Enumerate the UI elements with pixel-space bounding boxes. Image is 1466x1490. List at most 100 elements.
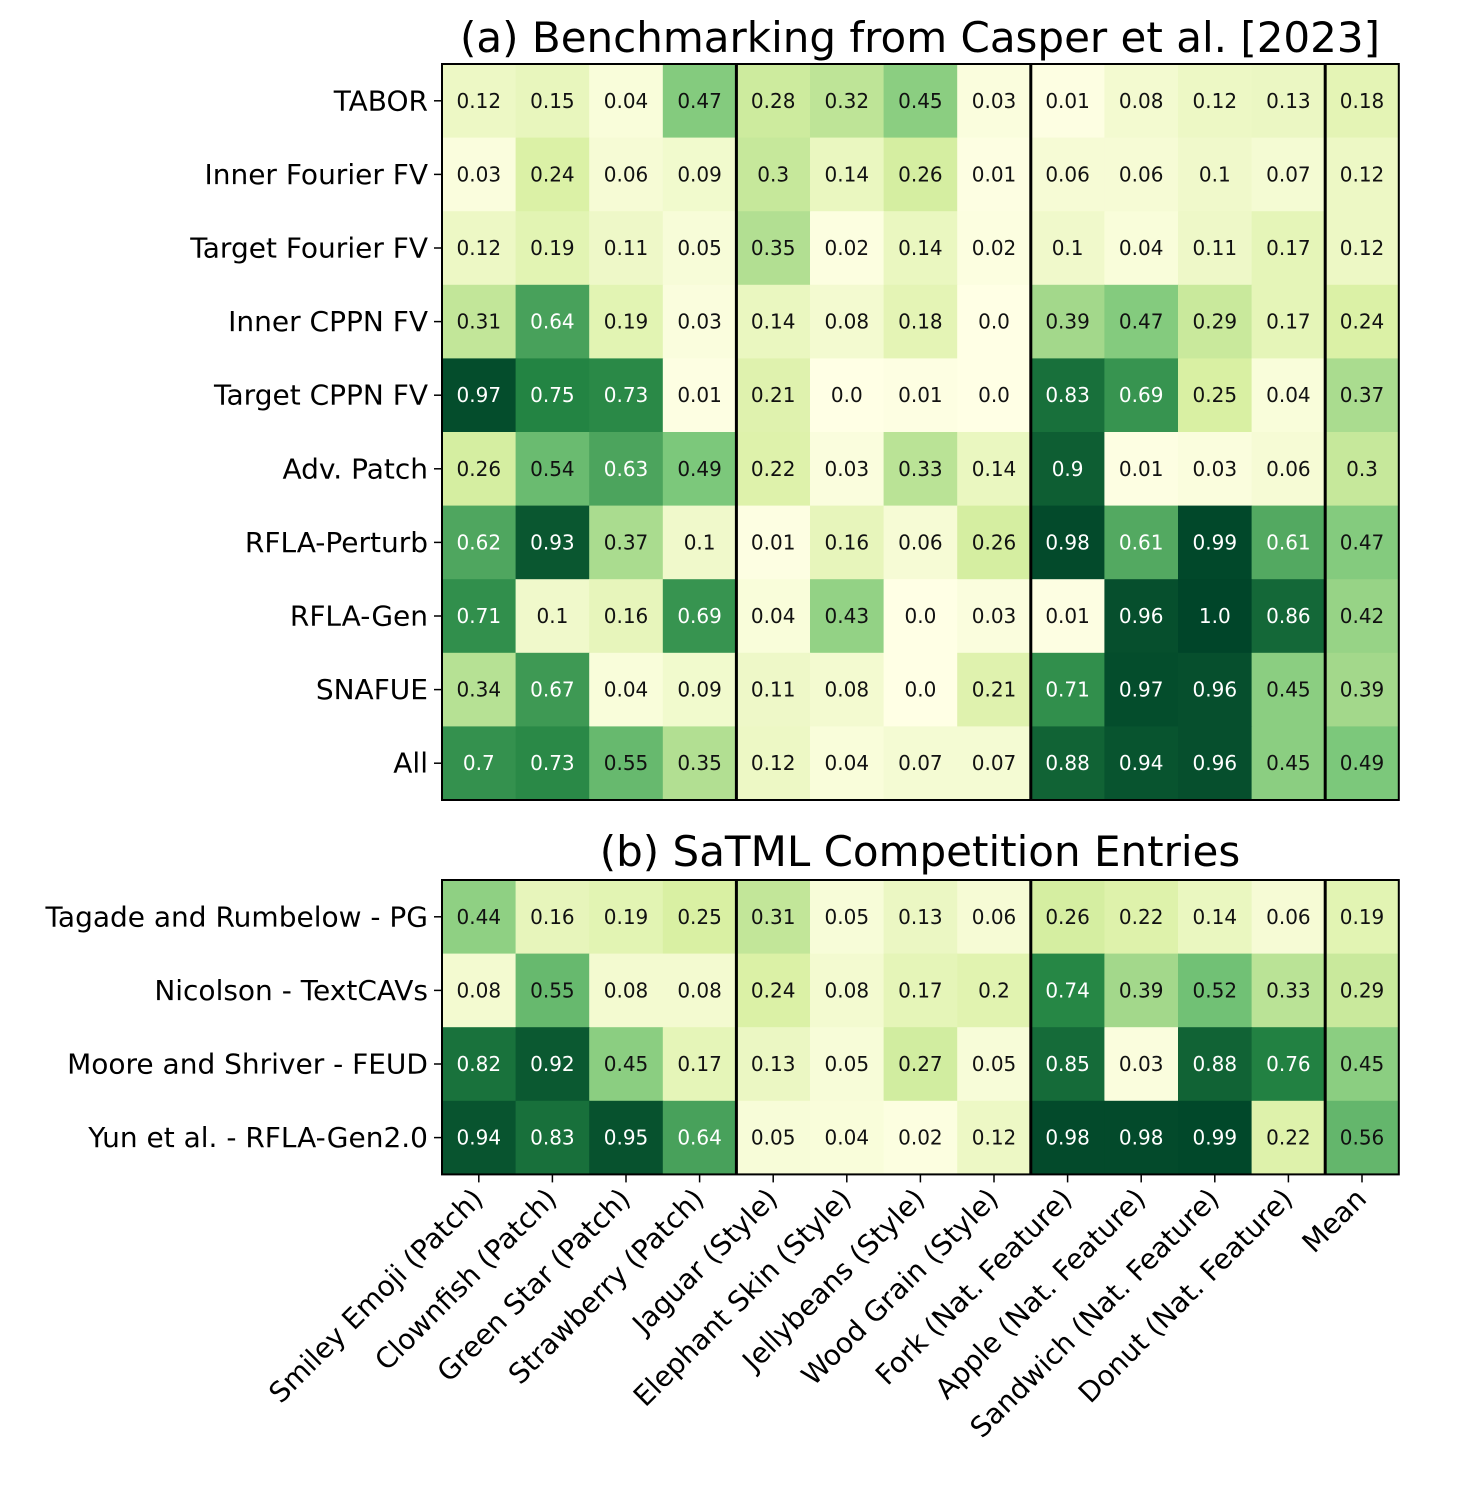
cell-value-label: 0.26 — [457, 457, 502, 481]
cell-value-label: 0.24 — [1340, 310, 1385, 334]
cell-value-label: 0.07 — [1266, 162, 1311, 186]
heatmap-cell — [1325, 137, 1400, 212]
cell-value-label: 0.08 — [825, 978, 870, 1002]
heatmap-cell — [810, 953, 885, 1028]
cell-value-label: 0.04 — [825, 751, 870, 775]
cell-value-label: 0.18 — [1340, 89, 1385, 113]
cell-value-label: 0.06 — [972, 905, 1017, 929]
heatmap-cell — [1325, 880, 1400, 955]
heatmap-cell — [1251, 953, 1326, 1028]
heatmap-cell — [515, 1027, 590, 1102]
cell-value-label: 0.09 — [677, 678, 722, 702]
cell-value-label: 0.39 — [1045, 310, 1090, 334]
heatmap-cell — [883, 137, 958, 212]
heatmap-cell — [662, 137, 737, 212]
heatmap-cell — [957, 211, 1032, 286]
cell-value-label: 0.94 — [457, 1126, 502, 1150]
cell-value-label: 0.71 — [1045, 678, 1090, 702]
heatmap-cell — [662, 211, 737, 286]
heatmap-cell — [1030, 1027, 1105, 1102]
cell-value-label: 0.11 — [751, 678, 796, 702]
heatmap-cell — [515, 358, 590, 433]
cell-value-label: 0.06 — [1266, 457, 1311, 481]
heatmap-cell — [883, 726, 958, 801]
heatmap-cell — [515, 505, 590, 580]
heatmap-cell — [810, 432, 885, 507]
cell-value-label: 0.19 — [604, 905, 649, 929]
heatmap-cell — [1104, 726, 1179, 801]
cell-value-label: 0.55 — [604, 751, 649, 775]
heatmap-cell — [515, 432, 590, 507]
heatmap-cell — [515, 137, 590, 212]
cell-value-label: 0.25 — [1193, 383, 1238, 407]
cell-value-label: 0.27 — [898, 1052, 943, 1076]
cell-value-label: 0.39 — [1340, 678, 1385, 702]
cell-value-label: 0.08 — [825, 310, 870, 334]
cell-value-label: 0.83 — [530, 1126, 575, 1150]
cell-value-label: 0.01 — [1045, 604, 1090, 628]
heatmap-cell — [1178, 652, 1253, 727]
heatmap-cell — [1178, 1027, 1253, 1102]
heatmap-cell — [589, 1027, 664, 1102]
cell-value-label: 0.85 — [1045, 1052, 1090, 1076]
row-label: Yun et al. - RFLA-Gen2.0 — [87, 1121, 428, 1154]
row-label: SNAFUE — [316, 673, 428, 706]
cell-value-label: 0.32 — [825, 89, 870, 113]
cell-value-label: 0.01 — [972, 162, 1017, 186]
heatmap-cell — [1325, 432, 1400, 507]
heatmap-cell — [1104, 137, 1179, 212]
cell-value-label: 0.17 — [677, 1052, 722, 1076]
heatmap-cell — [442, 579, 517, 654]
cell-value-label: 0.44 — [457, 905, 502, 929]
heatmap-cell — [442, 652, 517, 727]
heatmap-cell — [1178, 953, 1253, 1028]
cell-value-label: 0.73 — [530, 751, 575, 775]
cell-value-label: 0.08 — [1119, 89, 1164, 113]
heatmap-cell — [957, 953, 1032, 1028]
row-label: Nicolson - TextCAVs — [154, 974, 428, 1007]
heatmap-cell — [1251, 579, 1326, 654]
cell-value-label: 0.01 — [898, 383, 943, 407]
cell-value-label: 0.97 — [457, 383, 502, 407]
heatmap-cell — [957, 505, 1032, 580]
cell-value-label: 0.75 — [530, 383, 575, 407]
heatmap-cell — [957, 358, 1032, 433]
row-label: Inner Fourier FV — [204, 158, 428, 191]
heatmap-cell — [1251, 652, 1326, 727]
cell-value-label: 0.06 — [1266, 905, 1311, 929]
cell-value-label: 0.33 — [898, 457, 943, 481]
cell-value-label: 0.99 — [1193, 530, 1238, 554]
cell-value-label: 0.01 — [677, 383, 722, 407]
heatmap-cell — [515, 1100, 590, 1175]
heatmap-cell — [736, 953, 811, 1028]
cell-value-label: 0.34 — [457, 678, 502, 702]
cell-value-label: 0.12 — [1340, 236, 1385, 260]
row-label: RFLA-Perturb — [245, 526, 428, 559]
cell-value-label: 0.52 — [1193, 978, 1238, 1002]
heatmap-cell — [1325, 284, 1400, 359]
heatmap-cell — [1030, 880, 1105, 955]
heatmap-cell — [1325, 953, 1400, 1028]
cell-value-label: 0.08 — [677, 978, 722, 1002]
heatmap-cell — [810, 1027, 885, 1102]
heatmap-cell — [883, 432, 958, 507]
cell-value-label: 0.26 — [972, 530, 1017, 554]
cell-value-label: 0.04 — [1266, 383, 1311, 407]
heatmap-cell — [736, 880, 811, 955]
cell-value-label: 0.22 — [1266, 1126, 1311, 1150]
cell-value-label: 0.47 — [1340, 530, 1385, 554]
heatmap-cell — [1178, 137, 1253, 212]
heatmap-cell — [810, 880, 885, 955]
cell-value-label: 0.12 — [1193, 89, 1238, 113]
cell-value-label: 0.01 — [1045, 89, 1090, 113]
cell-value-label: 0.96 — [1119, 604, 1164, 628]
cell-value-label: 0.45 — [604, 1052, 649, 1076]
heatmap-cell — [1251, 1027, 1326, 1102]
cell-value-label: 0.2 — [978, 978, 1010, 1002]
cell-value-label: 0.19 — [530, 236, 575, 260]
cell-value-label: 0.06 — [898, 530, 943, 554]
heatmap-frame — [441, 63, 1400, 801]
cell-value-label: 0.19 — [1340, 905, 1385, 929]
cell-value-label: 0.1 — [536, 604, 568, 628]
heatmap-cell — [883, 505, 958, 580]
